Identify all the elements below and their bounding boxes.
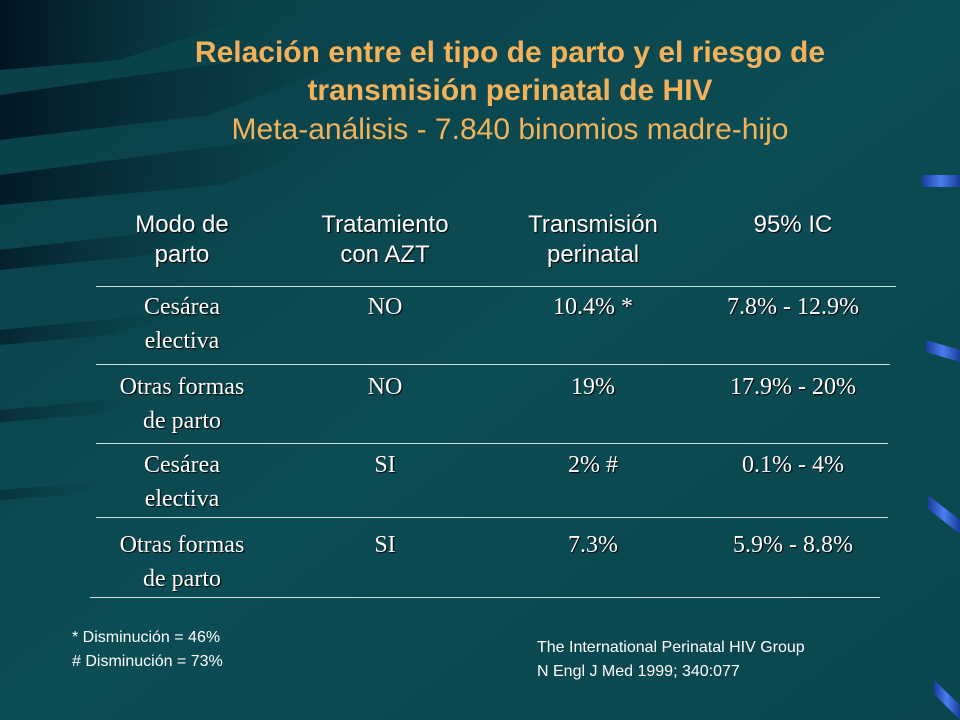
cell-azt: NO — [367, 294, 403, 320]
background-stripes — [0, 0, 420, 500]
row-divider — [96, 443, 888, 444]
row-divider — [96, 286, 896, 287]
cell-azt: SI — [374, 452, 396, 478]
cell-mode: Cesárea electiva — [90, 442, 274, 520]
cell-transmission: 10.4% * — [553, 294, 633, 320]
header-transmission: Transmisión perinatal — [496, 210, 690, 286]
table-row: Otras formas de parto NO 19% 17.9% - 20% — [90, 368, 896, 442]
cell-transmission: 7.3% — [568, 532, 618, 558]
right-edge-tabs — [922, 175, 960, 720]
header-text: parto — [154, 241, 210, 268]
cell-ci: 0.1% - 4% — [742, 452, 844, 478]
cell-text: Cesárea — [144, 452, 220, 478]
footnote-hash: # Disminución = 73% — [72, 653, 223, 670]
cell-mode: Otras formas de parto — [90, 520, 274, 604]
header-ci: 95% IC — [690, 210, 896, 286]
results-table: Modo de parto Tratamiento con AZT Transm… — [90, 210, 896, 604]
table-row: Cesárea electiva SI 2% # 0.1% - 4% — [90, 442, 896, 520]
table-header-row: Modo de parto Tratamiento con AZT Transm… — [90, 210, 896, 286]
cell-ci: 7.8% - 12.9% — [727, 294, 859, 320]
header-text: perinatal — [546, 241, 640, 268]
header-azt: Tratamiento con AZT — [274, 210, 496, 286]
cell-text: Otras formas — [119, 532, 245, 558]
cell-text: de parto — [143, 566, 221, 592]
row-divider — [96, 364, 890, 365]
cell-text: electiva — [144, 328, 220, 354]
table-row: Otras formas de parto SI 7.3% 5.9% - 8.8… — [90, 520, 896, 604]
cell-azt: NO — [367, 374, 403, 400]
cell-transmission: 2% # — [568, 452, 618, 478]
title-line-1: Relación entre el tipo de parto y el rie… — [194, 36, 826, 69]
header-text: con AZT — [340, 241, 430, 268]
cell-azt: SI — [374, 532, 396, 558]
header-text: Transmisión — [528, 211, 658, 238]
row-divider — [96, 517, 888, 518]
cell-text: de parto — [143, 408, 221, 434]
cell-text: Cesárea — [144, 294, 220, 320]
cell-mode: Otras formas de parto — [90, 368, 274, 442]
header-text: 95% IC — [753, 211, 833, 238]
cell-ci: 5.9% - 8.8% — [733, 532, 853, 558]
footnotes: * Disminución = 46% # Disminución = 73% — [72, 626, 223, 674]
cell-transmission: 19% — [571, 374, 615, 400]
footnote-star: * Disminución = 46% — [72, 629, 221, 646]
row-divider — [90, 597, 880, 598]
cell-ci: 17.9% - 20% — [730, 374, 856, 400]
title-line-2: transmisión perinatal de HIV — [307, 74, 713, 107]
cell-mode: Cesárea electiva — [90, 286, 274, 368]
subtitle: Meta-análisis - 7.840 binomios madre-hij… — [231, 113, 789, 146]
citation-line-2: N Engl J Med 1999; 340:077 — [537, 663, 740, 680]
title-block: Relación entre el tipo de parto y el rie… — [100, 34, 920, 150]
header-text: Modo de — [135, 211, 229, 238]
citation: The International Perinatal HIV Group N … — [537, 636, 805, 684]
cell-text: Otras formas — [119, 374, 245, 400]
header-text: Tratamiento — [321, 211, 449, 238]
citation-line-1: The International Perinatal HIV Group — [537, 639, 805, 656]
table-row: Cesárea electiva NO 10.4% * 7.8% - 12.9% — [90, 286, 896, 368]
cell-text: electiva — [144, 486, 220, 512]
header-mode: Modo de parto — [90, 210, 274, 286]
